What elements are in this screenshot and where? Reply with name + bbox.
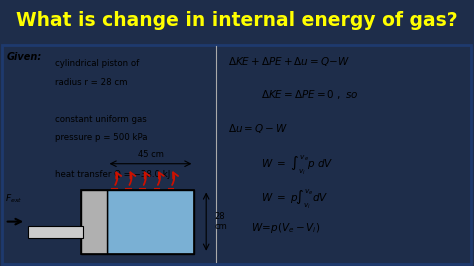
FancyBboxPatch shape: [28, 226, 83, 238]
Text: $\Delta KE = \Delta PE = 0\ ,\ so$: $\Delta KE = \Delta PE = 0\ ,\ so$: [261, 88, 358, 101]
Text: What is change in internal energy of gas?: What is change in internal energy of gas…: [16, 11, 458, 30]
Text: heat transfer Q = −38.0 kJ: heat transfer Q = −38.0 kJ: [55, 170, 170, 179]
FancyBboxPatch shape: [81, 190, 107, 254]
Text: $W\ =\ \int_{v_i}^{v_e} p\ dV$: $W\ =\ \int_{v_i}^{v_e} p\ dV$: [261, 154, 333, 177]
Text: $W\ =\ p\!\int_{v_i}^{v_e} dV$: $W\ =\ p\!\int_{v_i}^{v_e} dV$: [261, 187, 328, 211]
Text: $\Delta KE + \Delta PE + \Delta u = Q\!-\!W$: $\Delta KE + \Delta PE + \Delta u = Q\!-…: [228, 55, 350, 68]
Text: 28
cm: 28 cm: [215, 212, 228, 231]
Text: Given:: Given:: [7, 52, 42, 63]
Text: $\Delta u = Q - W$: $\Delta u = Q - W$: [228, 122, 287, 135]
Text: pressure p = 500 kPa: pressure p = 500 kPa: [55, 133, 147, 142]
Text: radius r = 28 cm: radius r = 28 cm: [55, 78, 127, 87]
Text: constant uniform gas: constant uniform gas: [55, 114, 146, 123]
Text: 45 cm: 45 cm: [137, 150, 164, 159]
Text: $F_{ext}$: $F_{ext}$: [5, 193, 22, 205]
Text: $W\!=\! p(V_e - V_i)$: $W\!=\! p(V_e - V_i)$: [251, 221, 320, 235]
Text: cylindrical piston of: cylindrical piston of: [55, 59, 139, 68]
FancyBboxPatch shape: [107, 190, 194, 254]
